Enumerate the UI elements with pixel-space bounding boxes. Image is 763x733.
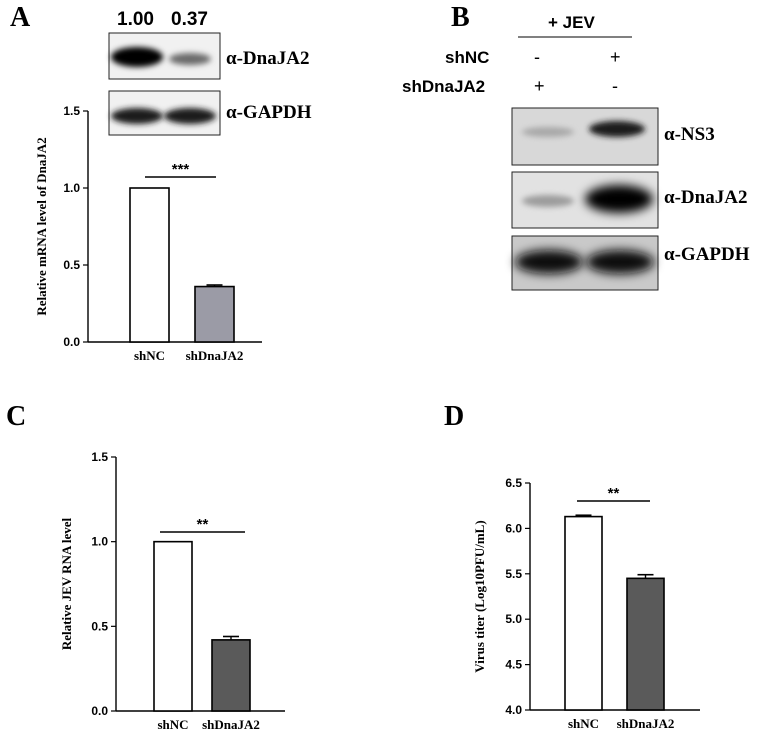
sign: + — [534, 76, 545, 96]
bar-shnc — [564, 515, 603, 711]
y-tick-label: 6.5 — [505, 476, 522, 490]
panel-letter-c: C — [6, 401, 26, 432]
chart-c: 0.0 0.5 1.0 1.5 Relative JEV RNA level shNC sh… — [59, 450, 285, 732]
blot-a-label-gapdh: α-GAPDH — [226, 102, 312, 123]
bar-shdnaja2 — [211, 639, 251, 712]
sign: + — [610, 47, 621, 67]
chart-a: 0.0 0.5 1.0 1.5 Relative mRNA level of DnaJA… — [34, 104, 262, 363]
y-tick-label: 1.0 — [63, 181, 80, 195]
y-tick-label: 5.5 — [505, 567, 522, 581]
blot-b: + JEV shNC - + shDnaJA2 + - α-NS3 α-DnaJ… — [402, 13, 750, 291]
panel-letter-b: B — [451, 2, 470, 33]
y-tick-label: 5.0 — [505, 612, 522, 626]
blot-b-ns3-strip — [511, 107, 659, 166]
significance-stars: ** — [197, 516, 209, 533]
sign: - — [534, 47, 540, 67]
category-label: shNC — [157, 717, 188, 732]
blot-b-label-gapdh: α-GAPDH — [664, 244, 750, 265]
y-axis-label: Virus titer (Log10PFU/mL) — [472, 520, 487, 672]
band — [586, 250, 654, 274]
band — [515, 250, 583, 274]
blot-b-label-ns3: α-NS3 — [664, 124, 715, 145]
y-tick-label: 0.5 — [91, 619, 108, 633]
treatment-label: + JEV — [548, 13, 595, 32]
category-label: shDnaJA2 — [617, 716, 675, 731]
row-label-shnc: shNC — [445, 48, 489, 67]
quant-shdnaja2: 0.37 — [171, 9, 208, 30]
chart-d: 4.0 4.5 5.0 5.5 6.0 6.5 Virus titer (Log10PFU/… — [472, 476, 700, 731]
y-axis-label: Relative mRNA level of DnaJA2 — [34, 137, 49, 315]
band — [522, 195, 574, 207]
category-label: shDnaJA2 — [202, 717, 260, 732]
blot-a: 1.00 0.37 α-DnaJA2 α-GAPDH — [108, 9, 312, 136]
band — [585, 185, 653, 213]
y-tick-label: 0.0 — [91, 704, 108, 718]
y-tick-label: 4.0 — [505, 703, 522, 717]
row-label-shdnaja2: shDnaJA2 — [402, 77, 485, 96]
y-tick-label: 1.5 — [91, 450, 108, 464]
bar-shdnaja2 — [194, 285, 235, 343]
significance-stars: ** — [608, 485, 620, 502]
panel-letter-d: D — [444, 401, 464, 432]
y-tick-label: 6.0 — [505, 521, 522, 535]
band — [522, 127, 574, 137]
band — [111, 108, 163, 124]
bar-shnc — [129, 187, 170, 343]
bar-shnc — [153, 540, 193, 712]
category-label: shDnaJA2 — [186, 348, 244, 363]
category-label: shNC — [568, 716, 599, 731]
y-tick-label: 4.5 — [505, 658, 522, 672]
bar-shdnaja2 — [626, 577, 665, 711]
y-tick-label: 0.0 — [63, 335, 80, 349]
significance-stars: *** — [172, 161, 190, 178]
y-axis-label: Relative JEV RNA level — [59, 517, 74, 650]
y-tick-label: 0.5 — [63, 258, 80, 272]
category-label: shNC — [134, 348, 165, 363]
band — [111, 47, 163, 67]
band — [169, 53, 211, 65]
panel-letter-a: A — [10, 2, 31, 33]
band — [164, 108, 216, 124]
blot-a-label-dnaja2: α-DnaJA2 — [226, 48, 309, 69]
y-tick-label: 1.5 — [63, 104, 80, 118]
sign: - — [612, 76, 618, 96]
band — [589, 121, 645, 137]
blot-b-label-dnaja2: α-DnaJA2 — [664, 187, 747, 208]
quant-shnc: 1.00 — [117, 9, 154, 30]
y-tick-label: 1.0 — [91, 535, 108, 549]
